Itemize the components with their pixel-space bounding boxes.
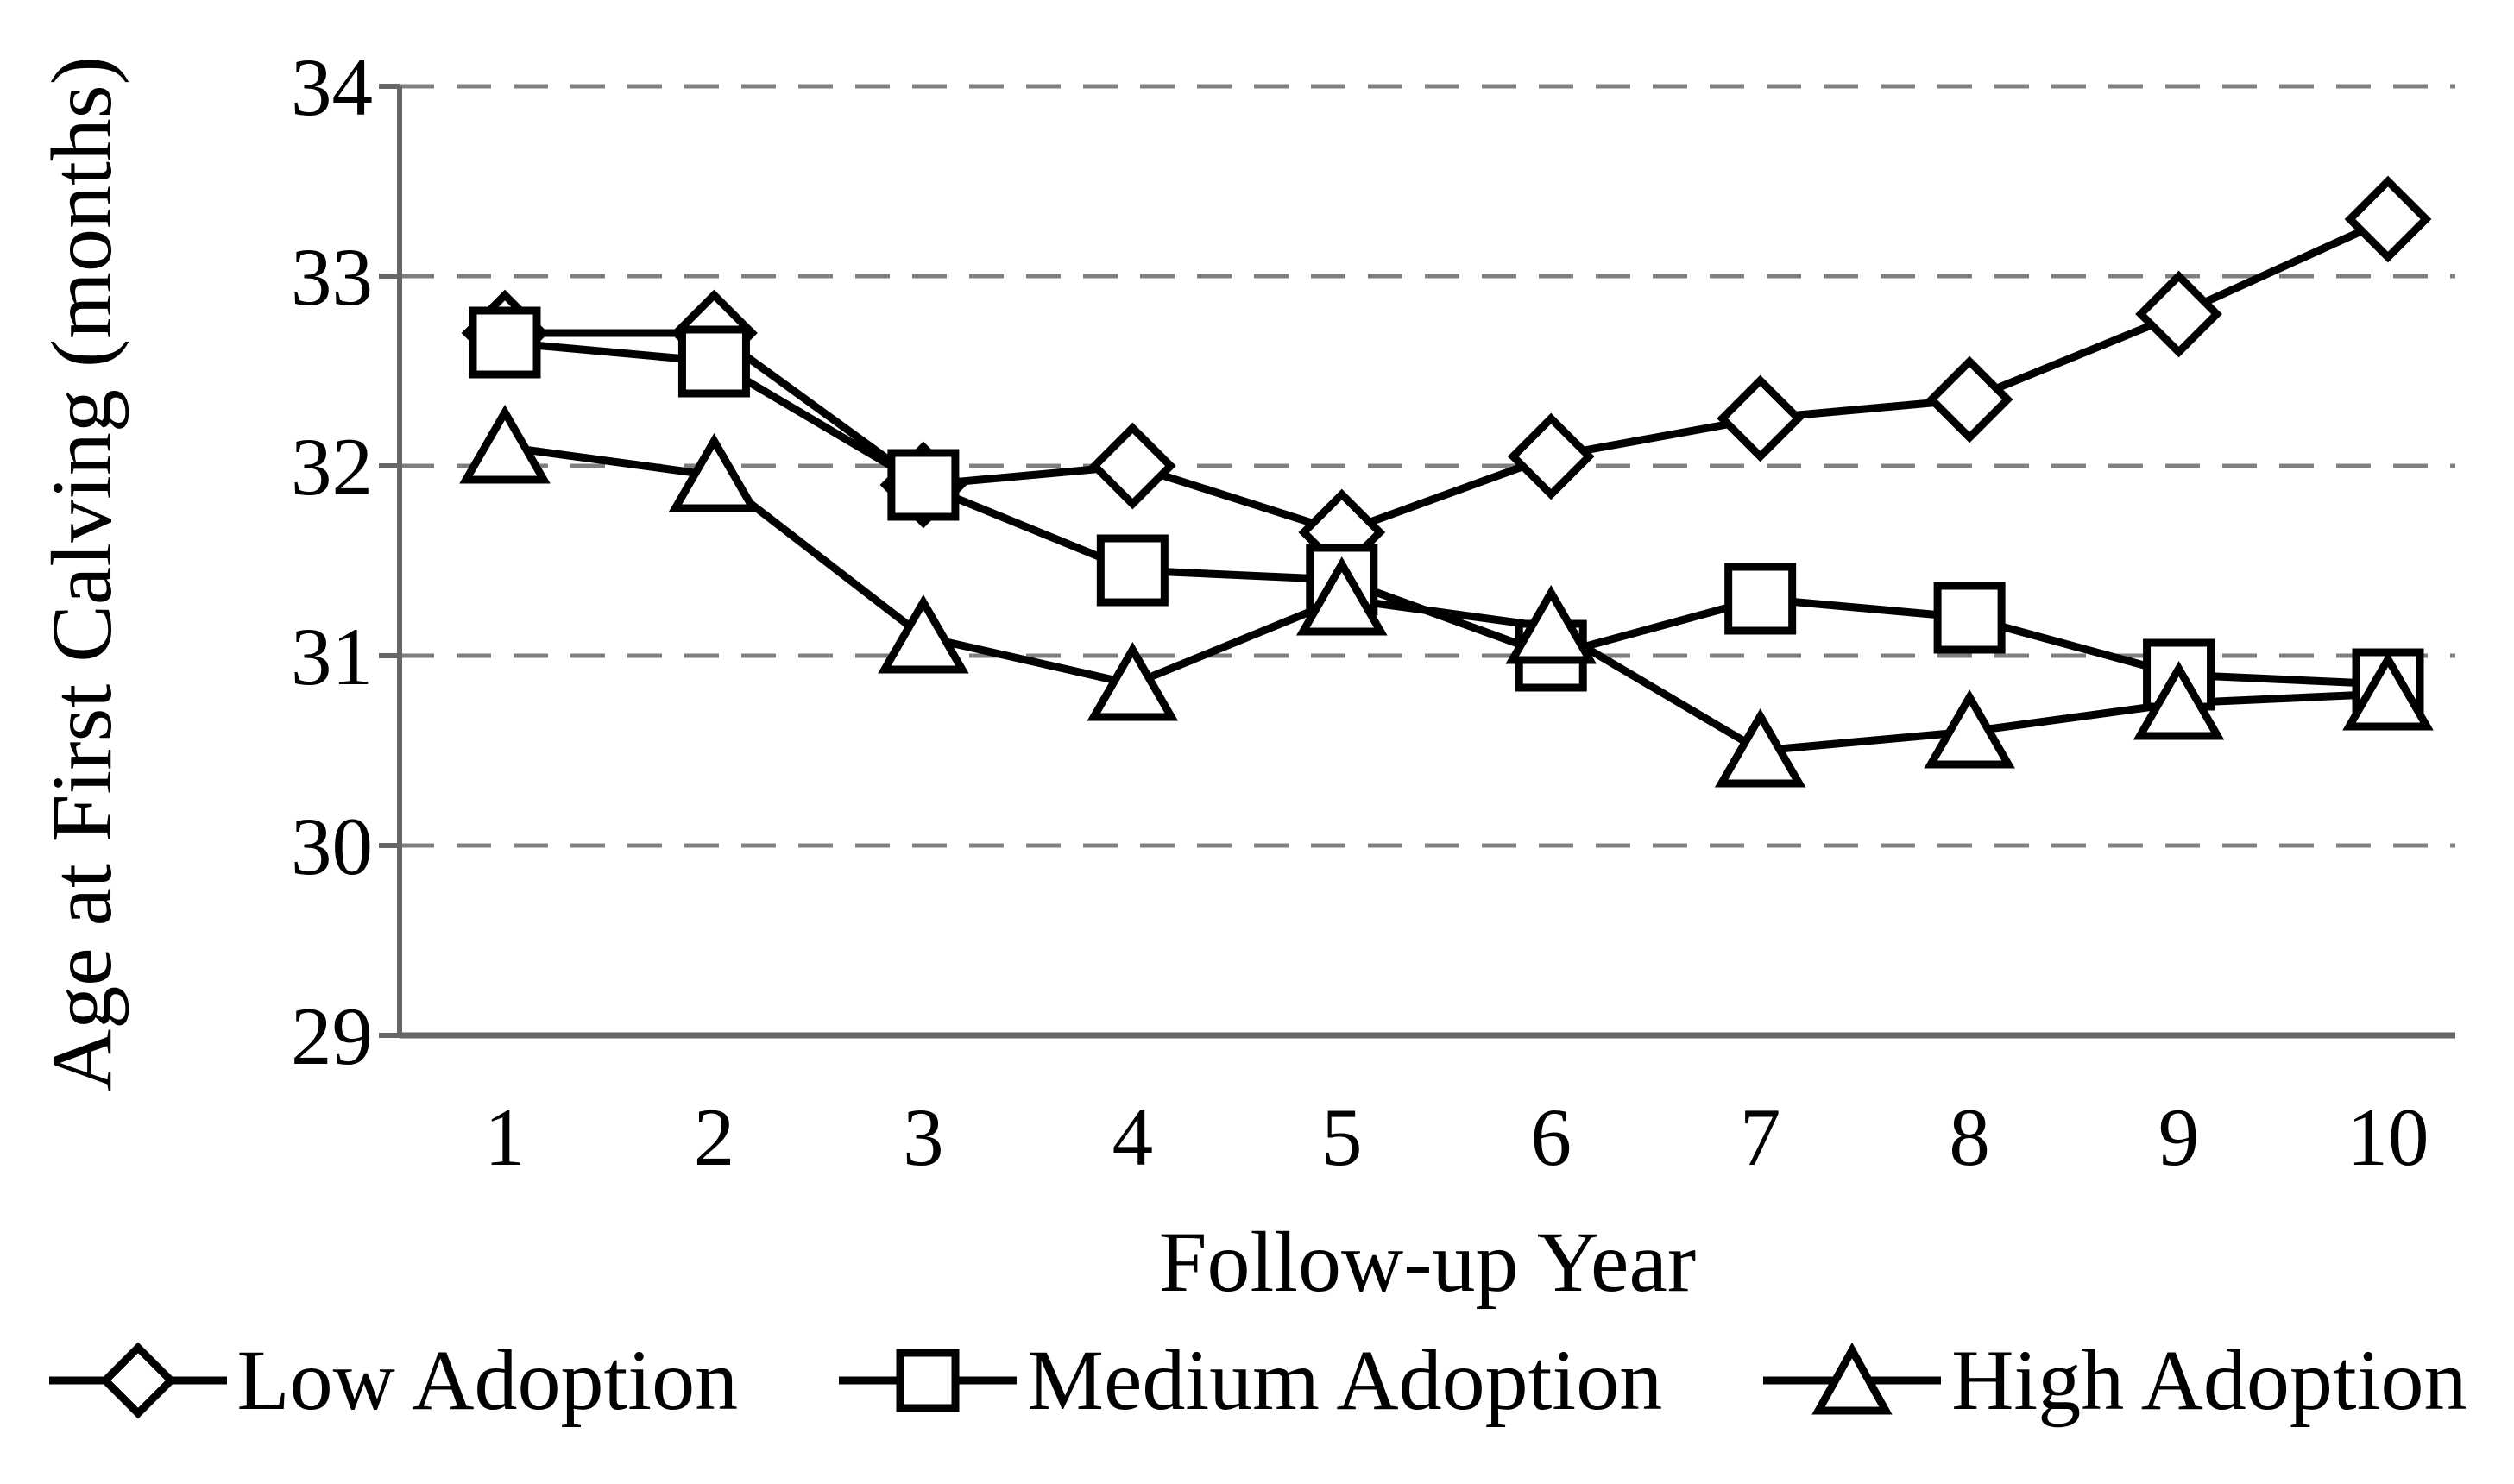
x-tick-label: 1 xyxy=(484,1091,526,1183)
y-axis xyxy=(379,84,402,1038)
series-line-high-adoption xyxy=(504,443,2389,755)
series-markers-high-adoption xyxy=(459,404,2434,788)
legend-label: High Adoption xyxy=(1951,1332,2467,1428)
y-tick-label: 30 xyxy=(291,801,373,892)
diamond-data-point-marker xyxy=(2135,270,2222,358)
x-tick-label: 8 xyxy=(1949,1091,1990,1183)
x-axis-title: Follow-up Year xyxy=(1158,1214,1697,1310)
legend-item-low-adoption: Low Adoption xyxy=(47,1332,739,1428)
square-data-point-marker xyxy=(1096,534,1169,607)
y-tick-label: 33 xyxy=(291,231,373,323)
triangle-data-point-marker xyxy=(2133,660,2225,740)
triangle-data-point-marker xyxy=(459,404,551,484)
triangle-data-point-marker xyxy=(668,432,760,512)
square-data-point-marker xyxy=(1724,563,1797,635)
square-data-point-marker xyxy=(1933,582,2006,654)
series-line-low-adoption xyxy=(505,215,2390,537)
diamond-legend-marker-icon xyxy=(48,1342,227,1419)
triangle-legend-marker-icon xyxy=(1763,1342,1942,1415)
x-tick-label: 5 xyxy=(1321,1091,1363,1183)
series-line-medium-adoption xyxy=(504,338,2389,689)
triangle-data-point-marker xyxy=(1924,689,2015,769)
y-axis-title: Age at First Calving (months) xyxy=(34,56,129,1091)
legend-item-medium-adoption: Medium Adoption xyxy=(837,1333,1662,1428)
diamond-data-point-marker xyxy=(2344,175,2432,263)
y-tick-label: 32 xyxy=(291,421,373,512)
square-data-point-marker xyxy=(887,449,960,521)
y-tick-label: 31 xyxy=(291,611,373,702)
y-tick-label: 29 xyxy=(291,990,373,1082)
gridlines xyxy=(400,84,2455,848)
diamond-data-point-marker xyxy=(1925,355,2013,443)
x-tick-label: 4 xyxy=(1112,1091,1154,1183)
triangle-data-point-marker xyxy=(2342,651,2434,731)
diamond-data-point-marker xyxy=(1507,412,1595,500)
x-axis-tick-labels: 1 2 3 4 5 6 7 8 9 10 xyxy=(484,1091,2429,1183)
square-legend-marker-icon xyxy=(839,1349,1018,1412)
x-tick-label: 9 xyxy=(2158,1091,2200,1183)
y-axis-tick-labels: 29 30 31 32 33 34 xyxy=(291,41,373,1082)
y-tick-label: 34 xyxy=(291,41,373,133)
diamond-data-point-marker xyxy=(1717,374,1805,462)
triangle-data-point-marker xyxy=(1714,707,1806,788)
x-tick-label: 6 xyxy=(1530,1091,1572,1183)
triangle-data-point-marker xyxy=(1505,584,1597,664)
legend-item-high-adoption: High Adoption xyxy=(1761,1333,2467,1428)
x-tick-label: 7 xyxy=(1740,1091,1781,1183)
triangle-data-point-marker xyxy=(1087,641,1179,721)
legend: Low Adoption Medium Adoption High Adopti… xyxy=(0,1329,2514,1432)
square-data-point-marker xyxy=(677,325,750,398)
square-data-point-marker xyxy=(469,306,541,379)
legend-label: Medium Adoption xyxy=(1027,1332,1663,1428)
diamond-data-point-marker xyxy=(1088,422,1176,510)
triangle-data-point-marker xyxy=(878,594,969,674)
legend-label: Low Adoption xyxy=(236,1332,739,1428)
triangle-data-point-marker xyxy=(1295,556,1388,636)
x-tick-label: 2 xyxy=(694,1091,735,1183)
x-tick-label: 10 xyxy=(2347,1091,2429,1183)
x-tick-label: 3 xyxy=(903,1091,944,1183)
